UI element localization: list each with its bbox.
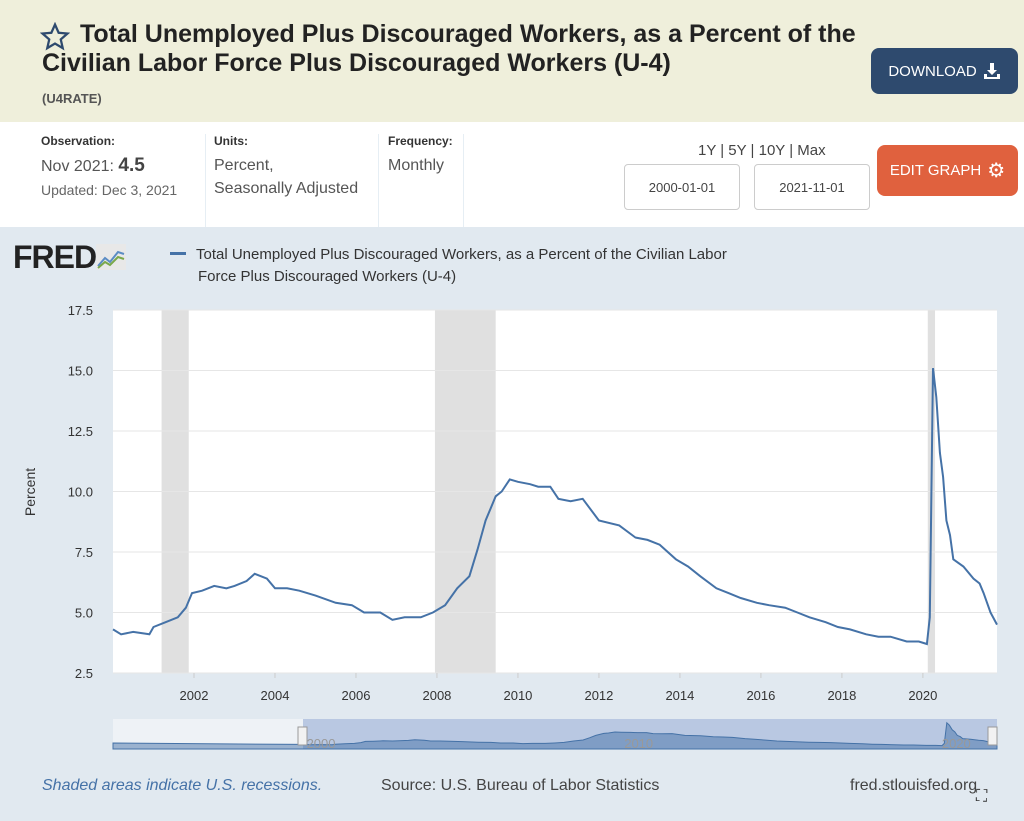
edit-graph-label: EDIT GRAPH bbox=[889, 162, 982, 179]
fred-logo[interactable]: FRED bbox=[13, 239, 127, 276]
units-value: Percent, Seasonally Adjusted bbox=[214, 154, 378, 200]
observation-date: Nov 2021: bbox=[41, 158, 114, 175]
series-line[interactable] bbox=[112, 367, 998, 646]
observation-value: 4.5 bbox=[118, 155, 145, 176]
x-tick-label: 2008 bbox=[422, 688, 451, 703]
observation-row: Nov 2021: 4.5 bbox=[41, 154, 205, 178]
end-date-input[interactable]: 2021-11-01 bbox=[754, 164, 870, 210]
x-tick-label: 2010 bbox=[503, 688, 532, 703]
gear-icon: ⚙ bbox=[987, 160, 1006, 182]
x-tick-label: 2014 bbox=[665, 688, 694, 703]
source-note: Source: U.S. Bureau of Labor Statistics bbox=[381, 777, 660, 794]
download-label: DOWNLOAD bbox=[888, 62, 977, 80]
x-tick-label: 2018 bbox=[827, 688, 856, 703]
navigator[interactable]: 2000 2010 2020 bbox=[112, 719, 998, 751]
navigator-label: 2000 bbox=[307, 736, 336, 751]
y-tick-label: 7.5 bbox=[75, 545, 93, 560]
observation-label: Observation: bbox=[41, 134, 116, 148]
range-presets[interactable]: 1Y | 5Y | 10Y | Max bbox=[698, 142, 826, 159]
x-tick-label: 2020 bbox=[908, 688, 937, 703]
x-tick-label: 2016 bbox=[746, 688, 775, 703]
series-id: (U4RATE) bbox=[42, 91, 102, 106]
fred-logo-text: FRED bbox=[13, 239, 97, 275]
download-icon bbox=[983, 63, 1000, 79]
y-axis-label: Percent bbox=[22, 468, 38, 516]
legend-line1: Total Unemployed Plus Discouraged Worker… bbox=[196, 246, 727, 263]
frequency-panel: Frequency: Monthly bbox=[379, 134, 464, 227]
start-date-input[interactable]: 2000-01-01 bbox=[624, 164, 740, 210]
chart-legend[interactable]: Total Unemployed Plus Discouraged Worker… bbox=[170, 244, 810, 288]
chart-logo-icon bbox=[96, 244, 127, 270]
y-tick-label: 15.0 bbox=[68, 364, 93, 379]
download-button[interactable]: DOWNLOAD bbox=[871, 48, 1018, 94]
navigator-right-handle[interactable] bbox=[987, 726, 998, 746]
x-tick-label: 2006 bbox=[342, 688, 371, 703]
units-line1: Percent, bbox=[214, 157, 274, 174]
updated-date: Updated: Dec 3, 2021 bbox=[41, 182, 178, 198]
navigator-label: 2020 bbox=[942, 736, 971, 751]
navigator-left-handle[interactable] bbox=[297, 726, 308, 746]
series-header: Total Unemployed Plus Discouraged Worker… bbox=[0, 0, 1024, 122]
y-tick-label: 17.5 bbox=[68, 303, 93, 318]
units-panel: Units: Percent, Seasonally Adjusted bbox=[206, 134, 379, 227]
observation-panel: Observation: Nov 2021: 4.5 Updated: Dec … bbox=[41, 134, 206, 227]
y-tick-label: 5.0 bbox=[75, 606, 93, 621]
navigator-label: 2010 bbox=[624, 736, 653, 751]
recession-note: Shaded areas indicate U.S. recessions. bbox=[42, 777, 323, 794]
frequency-value: Monthly bbox=[388, 157, 445, 174]
legend-line-swatch bbox=[170, 251, 186, 255]
y-tick-label: 10.0 bbox=[68, 485, 93, 500]
legend-line2: Force Plus Discouraged Workers (U-4) bbox=[198, 268, 457, 285]
units-label: Units: bbox=[214, 134, 248, 148]
edit-graph-button[interactable]: EDIT GRAPH ⚙ bbox=[877, 145, 1018, 196]
site-link[interactable]: fred.stlouisfed.org bbox=[850, 777, 978, 794]
units-line2: Seasonally Adjusted bbox=[214, 180, 359, 197]
navigator-series bbox=[112, 721, 998, 750]
series-meta: Observation: Nov 2021: 4.5 Updated: Dec … bbox=[0, 122, 1024, 227]
x-tick-label: 2004 bbox=[261, 688, 290, 703]
x-tick-label: 2012 bbox=[584, 688, 613, 703]
x-tick-label: 2002 bbox=[180, 688, 209, 703]
y-tick-label: 12.5 bbox=[68, 424, 93, 439]
page-title: Total Unemployed Plus Discouraged Worker… bbox=[42, 20, 856, 77]
fullscreen-icon[interactable]: ⛶ bbox=[976, 788, 988, 805]
star-favorite-icon[interactable] bbox=[40, 22, 70, 52]
y-tick-label: 2.5 bbox=[75, 666, 93, 681]
frequency-label: Frequency: bbox=[388, 134, 453, 148]
